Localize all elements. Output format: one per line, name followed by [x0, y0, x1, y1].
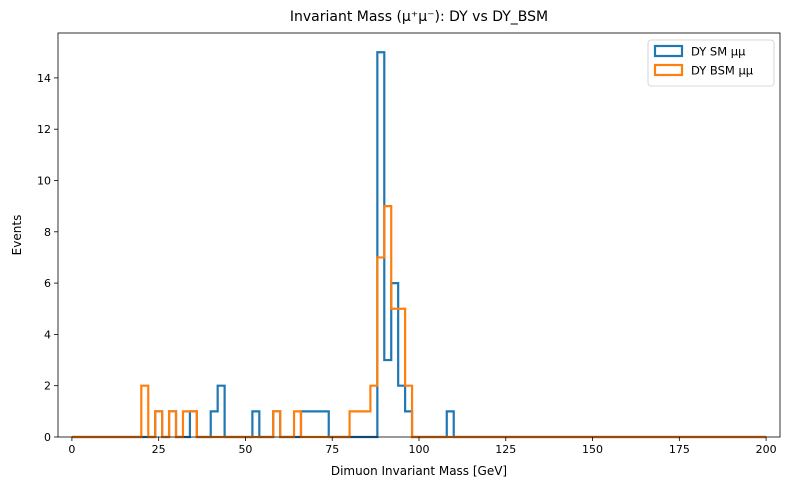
- x-tick-label: 125: [495, 443, 516, 456]
- x-axis-label: Dimuon Invariant Mass [GeV]: [331, 464, 507, 478]
- legend-swatch: [653, 63, 684, 77]
- y-axis: 0 2 4 6 8 10 12 14: [37, 72, 58, 444]
- x-tick-label: 75: [325, 443, 339, 456]
- x-tick-label: 0: [68, 443, 75, 456]
- histogram-series-1: [71, 51, 767, 439]
- legend-label: DY SM μμ: [691, 45, 746, 59]
- legend-label: DY BSM μμ: [691, 64, 754, 78]
- y-tick-label: 0: [44, 431, 51, 444]
- y-axis-label: Events: [10, 215, 24, 256]
- x-tick-label: 25: [152, 443, 166, 456]
- y-tick-label: 12: [37, 123, 51, 136]
- y-tick-label: 8: [44, 226, 51, 239]
- chart-title: Invariant Mass (μ⁺μ⁻): DY vs DY_BSM: [290, 9, 548, 25]
- x-tick-label: 175: [669, 443, 690, 456]
- x-axis: 0 25 50 75 100 125 150 175 200: [68, 437, 777, 456]
- plot-frame: [57, 32, 781, 438]
- legend-swatch: [653, 44, 684, 58]
- histogram-series-2: [71, 205, 767, 439]
- y-tick-label: 2: [44, 380, 51, 393]
- legend: DY SM μμ DY BSM μμ: [647, 39, 775, 87]
- y-tick-label: 10: [37, 174, 51, 187]
- y-tick-label: 14: [37, 72, 51, 85]
- series-layer: [71, 51, 767, 439]
- x-tick-label: 50: [238, 443, 252, 456]
- x-tick-label: 200: [756, 443, 777, 456]
- x-tick-label: 150: [582, 443, 603, 456]
- x-tick-label: 100: [409, 443, 430, 456]
- y-tick-label: 4: [44, 328, 51, 341]
- y-tick-label: 6: [44, 277, 51, 290]
